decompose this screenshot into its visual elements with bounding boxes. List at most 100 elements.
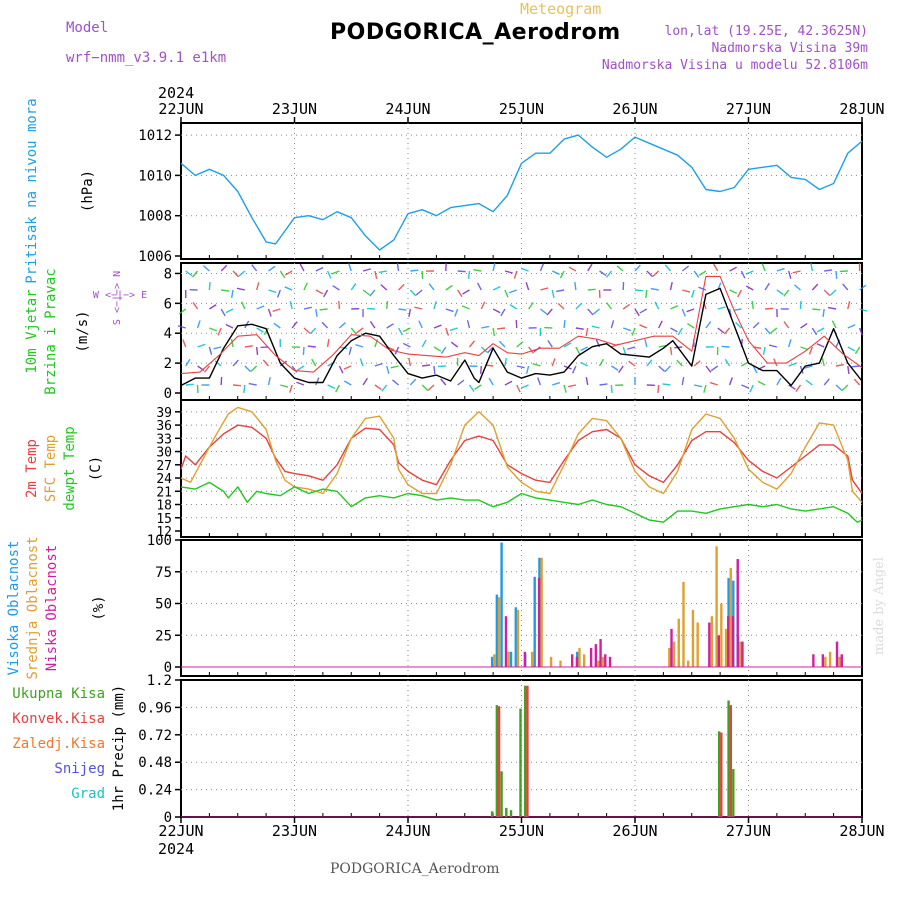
footer-station: PODGORICA_Aerodrom: [330, 861, 500, 877]
wind-barb: [268, 265, 276, 272]
wind-barb: [605, 302, 612, 310]
wind-barb: [574, 281, 577, 291]
wind-barb: [770, 327, 778, 334]
wind-barb: [492, 285, 501, 291]
wind-barb: [783, 289, 790, 297]
wind-barb: [315, 266, 324, 272]
wind-barb: [556, 289, 565, 293]
wind-barb: [823, 289, 831, 297]
wind-barb: [315, 377, 320, 386]
wind-barb: [740, 270, 746, 279]
wind-barb: [238, 270, 246, 277]
wind-barb: [551, 270, 560, 275]
wind-barb: [327, 384, 336, 390]
wind-barb: [547, 339, 553, 348]
ytick-label-pressure: 1010: [138, 168, 172, 184]
wind-barb: [268, 289, 277, 294]
wind-barb: [374, 384, 382, 391]
wind-barb: [335, 384, 341, 393]
compass-we: W <−|−> E: [93, 290, 147, 301]
bar-mid_cloud: [597, 660, 600, 667]
bar-mid_cloud: [720, 603, 723, 667]
wind-barb: [296, 381, 305, 386]
model-label: Model: [66, 20, 109, 36]
ytick-label-pressure: 1008: [138, 209, 172, 225]
wind-barb: [315, 308, 318, 318]
wind-barb: [532, 362, 541, 367]
wind-barb: [853, 378, 861, 386]
wind-barb: [658, 344, 667, 348]
wind-barb: [185, 270, 193, 277]
wind-barb: [267, 308, 272, 317]
compass-sn: S <−|−> N: [112, 271, 123, 325]
x-tick-label-top: 23JUN: [272, 100, 317, 118]
series-line-dewpoint: [180, 481, 863, 523]
wind-barb: [322, 289, 329, 298]
ytick-label-precip: 0.96: [138, 700, 172, 716]
wind-barb: [307, 345, 316, 348]
bar-low_cloud: [608, 656, 612, 667]
wind-barb: [752, 321, 760, 329]
wind-barb: [487, 346, 494, 354]
wind-barb: [339, 346, 348, 350]
wind-barb: [256, 327, 264, 333]
wind-barb: [232, 270, 239, 278]
wind-barb: [705, 321, 712, 329]
bar-high_cloud: [509, 651, 513, 667]
series-line-sfc_temp: [180, 406, 863, 503]
wind-barb: [721, 345, 730, 348]
wind-barb: [513, 270, 518, 279]
wind-barb: [394, 346, 400, 355]
wind-barb: [319, 308, 328, 311]
bar-total_precip: [509, 810, 513, 817]
wind-barb: [605, 270, 612, 278]
wind-barb: [724, 358, 731, 367]
wind-barb: [338, 322, 346, 329]
bar-low_cloud: [708, 622, 711, 667]
series-line-wind_speed: [180, 287, 863, 387]
wind-barb: [504, 357, 507, 367]
wind-barb: [788, 362, 797, 367]
wind-barb: [421, 339, 427, 348]
wind-barb: [291, 321, 298, 329]
wind-barb: [788, 339, 792, 348]
wind-barb: [652, 270, 660, 277]
wind-barb: [326, 270, 332, 279]
ytick-label-temperature: 15: [156, 512, 172, 527]
wind-barb: [500, 308, 506, 317]
wind-barb: [810, 263, 814, 272]
wind-barb: [418, 320, 423, 329]
wind-barb: [449, 327, 458, 331]
wind-barb: [422, 364, 431, 367]
axis-label-temperature: 2m Temp: [24, 439, 40, 498]
bar-total_precip: [490, 811, 494, 817]
wind-barb: [622, 303, 631, 310]
wind-barb: [745, 270, 754, 275]
wind-barb: [504, 289, 509, 298]
wind-barb: [374, 270, 378, 279]
wind-barb: [669, 282, 673, 291]
wind-barb: [178, 308, 187, 315]
wind-barb: [691, 289, 695, 298]
ytick-label-temperature: 39: [156, 406, 172, 421]
ytick-label-pressure: 1006: [138, 249, 172, 265]
station-title: PODGORICA_Aerodrom: [330, 20, 621, 45]
bar-mid_cloud: [493, 654, 496, 667]
bar-total_precip: [505, 807, 508, 817]
axis-unit-pressure: (hPa): [80, 170, 96, 212]
wind-barb: [479, 365, 482, 375]
wind-barb: [402, 327, 411, 333]
wind-barb: [262, 359, 270, 367]
wind-barb: [812, 308, 821, 311]
legend-label-precip: Konvek.Kisa: [12, 711, 105, 727]
wind-barb: [773, 358, 778, 367]
ytick-label-temperature: 24: [156, 472, 172, 487]
wind-barb: [662, 383, 671, 386]
bar-mid_cloud: [724, 628, 728, 667]
bar-mid_cloud: [549, 656, 553, 667]
wind-barb: [644, 339, 648, 348]
wind-barb: [409, 289, 417, 297]
wind-barb: [686, 308, 695, 313]
bar-high_cloud: [514, 607, 517, 667]
